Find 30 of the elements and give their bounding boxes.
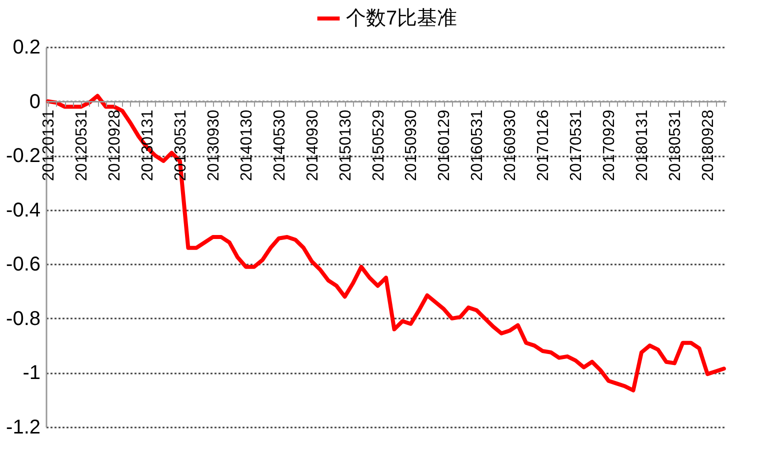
y-tick-label: -0.2 <box>6 145 40 168</box>
y-tick-label: -1 <box>22 362 40 384</box>
x-tick-label: 20170929 <box>601 110 618 181</box>
y-tick-label: 0 <box>29 90 40 113</box>
legend-label: 个数7比基准 <box>346 8 458 30</box>
x-tick-label: 20130531 <box>172 110 190 181</box>
y-tick-label: -1.2 <box>6 416 40 438</box>
y-tick-label: -0.6 <box>6 254 40 276</box>
x-tick-label: 20180131 <box>634 110 652 181</box>
x-tick-label: 20160531 <box>469 110 486 181</box>
y-tick-label: -0.4 <box>6 199 40 222</box>
x-tick-label: 20180531 <box>666 110 684 181</box>
x-tick-label: 20150529 <box>370 110 388 181</box>
x-tick-label: 20120131 <box>40 110 58 181</box>
y-tick-label: 0.2 <box>12 36 40 58</box>
x-tick-label: 20180928 <box>700 110 717 181</box>
y-tick-label: -0.8 <box>6 308 40 330</box>
x-tick-label: 20140930 <box>304 110 322 181</box>
x-tick-label: 20150130 <box>337 110 354 181</box>
x-tick-label: 20170126 <box>535 110 552 181</box>
x-tick-label: 20130930 <box>205 110 222 181</box>
x-tick-label: 20130131 <box>139 110 156 181</box>
x-tick-label: 20160930 <box>502 110 520 181</box>
x-tick-label: 20120928 <box>106 110 124 181</box>
x-tick-label: 20140530 <box>271 110 288 181</box>
x-tick-label: 20120531 <box>74 110 91 181</box>
x-tick-label: 20170531 <box>568 110 586 181</box>
x-tick-label: 20160129 <box>436 110 454 181</box>
x-tick-label: 20140130 <box>238 110 256 181</box>
x-tick-label: 20150930 <box>403 110 420 181</box>
